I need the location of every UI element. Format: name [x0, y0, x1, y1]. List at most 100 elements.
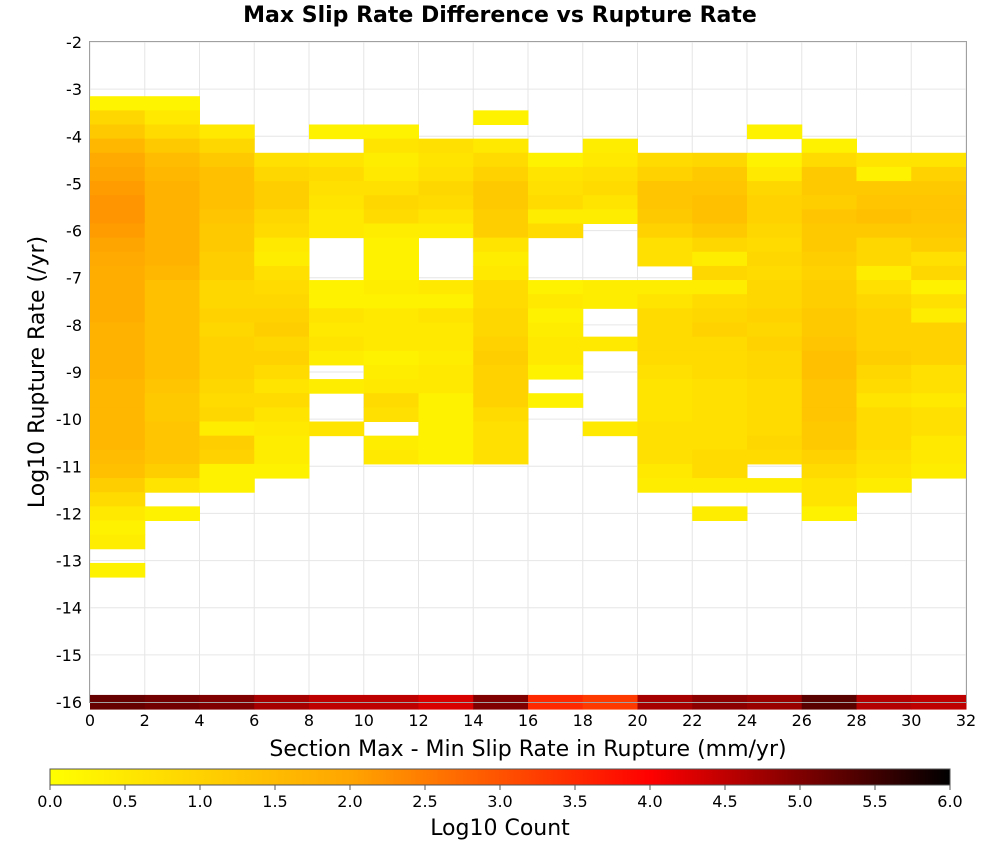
- heatmap-cell: [801, 294, 857, 309]
- heatmap-cell: [692, 350, 748, 366]
- heatmap-cell: [418, 308, 474, 323]
- y-tick-label: -2: [66, 33, 82, 52]
- chart-title: Max Slip Rate Difference vs Rupture Rate: [243, 3, 757, 28]
- heatmap-cell: [144, 265, 200, 281]
- heatmap-cell: [144, 379, 200, 394]
- x-tick-label: 6: [249, 711, 259, 730]
- y-axis-label: Log10 Rupture Rate (/yr): [25, 236, 50, 508]
- heatmap-cell: [254, 209, 310, 224]
- heatmap-cell: [747, 350, 803, 366]
- heatmap-cell: [90, 379, 146, 394]
- heatmap-cell: [801, 181, 857, 196]
- heatmap-cell: [418, 152, 474, 168]
- heatmap-cell: [911, 223, 967, 239]
- heatmap-cell: [309, 152, 365, 168]
- heatmap-cell: [254, 195, 310, 210]
- x-tick-label: 24: [737, 711, 757, 730]
- heatmap-cell: [692, 195, 748, 210]
- heatmap-cell: [199, 251, 255, 267]
- heatmap-cell: [528, 166, 584, 182]
- heatmap-cell: [528, 364, 584, 380]
- heatmap-cell: [363, 237, 419, 253]
- heatmap-cell: [747, 209, 803, 224]
- heatmap-cell: [911, 294, 967, 309]
- heatmap-cell: [363, 251, 419, 267]
- heatmap-cell: [856, 364, 912, 380]
- x-tick-label: 10: [354, 711, 374, 730]
- heatmap-cell: [582, 280, 638, 295]
- heatmap-cell: [692, 449, 748, 465]
- heatmap-cell: [582, 336, 638, 352]
- heatmap-cell: [309, 195, 365, 210]
- heatmap-cell: [473, 280, 529, 295]
- heatmap-cell: [637, 209, 693, 224]
- heatmap-cell: [144, 294, 200, 309]
- heatmap-cell: [199, 209, 255, 224]
- heatmap-cell: [418, 435, 474, 451]
- heatmap-cell: [254, 407, 310, 422]
- heatmap-cell: [637, 407, 693, 422]
- heatmap-cell: [90, 421, 146, 437]
- heatmap-cells: [90, 96, 967, 710]
- heatmap-cell: [801, 506, 857, 521]
- heatmap-cell: [801, 195, 857, 210]
- heatmap-cell: [199, 449, 255, 465]
- heatmap-cell: [144, 237, 200, 253]
- heatmap-cell: [144, 322, 200, 338]
- y-tick-label: -8: [66, 316, 82, 335]
- heatmap-cell: [254, 251, 310, 267]
- heatmap-cell: [144, 223, 200, 239]
- heatmap-cell: [582, 166, 638, 182]
- heatmap-cell: [747, 435, 803, 451]
- heatmap-cell: [90, 562, 146, 578]
- heatmap-cell: [90, 152, 146, 168]
- heatmap-cell: [801, 152, 857, 168]
- x-tick-label: 32: [956, 711, 976, 730]
- heatmap-cell: [144, 209, 200, 224]
- colorbar-tick-label: 5.5: [862, 792, 887, 811]
- heatmap-cell: [418, 195, 474, 210]
- heatmap-cell: [801, 237, 857, 253]
- heatmap-cell: [199, 435, 255, 451]
- heatmap-cell: [582, 195, 638, 210]
- heatmap-cell: [911, 435, 967, 451]
- heatmap-cell: [90, 308, 146, 323]
- heatmap-cell: [692, 478, 748, 493]
- heatmap-cell: [199, 124, 255, 140]
- heatmap-cell: [801, 350, 857, 366]
- heatmap-cell: [254, 449, 310, 465]
- x-tick-label: 8: [304, 711, 314, 730]
- heatmap-cell: [90, 294, 146, 309]
- heatmap-cell: [363, 336, 419, 352]
- heatmap-cell: [199, 350, 255, 366]
- y-tick-label: -10: [56, 410, 82, 429]
- heatmap-cell: [692, 407, 748, 422]
- heatmap-cell: [692, 379, 748, 394]
- heatmap-cell: [473, 364, 529, 380]
- heatmap-cell: [911, 350, 967, 366]
- heatmap-cell: [801, 407, 857, 422]
- heatmap-cell: [911, 280, 967, 295]
- heatmap-cell: [90, 280, 146, 295]
- heatmap-cell: [747, 124, 803, 140]
- heatmap-cell: [418, 294, 474, 309]
- plot-frame: [89, 41, 967, 703]
- heatmap-cell: [801, 308, 857, 323]
- heatmap-cell: [90, 195, 146, 210]
- x-tick-label: 2: [140, 711, 150, 730]
- heatmap-cell: [856, 478, 912, 493]
- heatmap-cell: [90, 534, 146, 550]
- heatmap-cell: [856, 407, 912, 422]
- heatmap-cell: [90, 181, 146, 196]
- heatmap-cell: [254, 350, 310, 366]
- heatmap-cell: [144, 280, 200, 295]
- heatmap-cell: [692, 421, 748, 437]
- x-tick-label: 28: [846, 711, 866, 730]
- heatmap-cell: [747, 364, 803, 380]
- heatmap-cell: [90, 336, 146, 352]
- heatmap-cell: [637, 421, 693, 437]
- heatmap-cell: [856, 209, 912, 224]
- heatmap-cell: [90, 393, 146, 408]
- heatmap-cell: [144, 478, 200, 493]
- heatmap-cell: [363, 393, 419, 408]
